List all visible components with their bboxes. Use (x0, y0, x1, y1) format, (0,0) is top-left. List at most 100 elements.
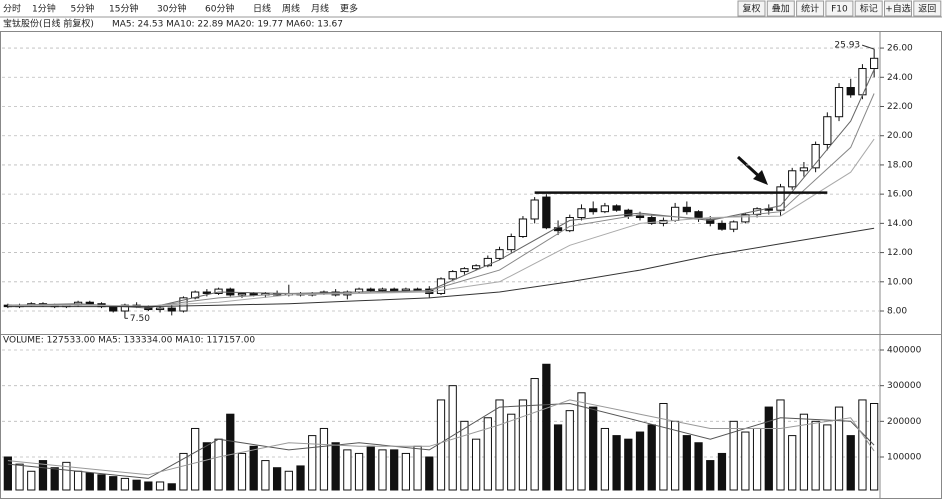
candle-body (811, 143, 820, 169)
toolbar-button[interactable] (766, 0, 795, 17)
period-tab[interactable]: 分时 (3, 3, 21, 15)
volume-bar (612, 435, 621, 491)
candle-body (834, 87, 844, 118)
period-tab[interactable]: 月线 (311, 3, 329, 15)
volume-bar (577, 392, 586, 491)
volume-bar (682, 435, 691, 491)
volume-bar (3, 456, 12, 491)
candle-body (542, 196, 551, 229)
candle-body (85, 301, 94, 305)
volume-bar (659, 402, 668, 491)
candle-body (741, 214, 750, 223)
volume-bar (50, 467, 59, 491)
y-tick-label: 18.00 (887, 160, 913, 170)
volume-bar (776, 399, 785, 491)
toolbar-button-label[interactable]: 返回 (918, 3, 936, 15)
y-tick-label: 24.00 (887, 73, 913, 83)
volume-bar (109, 476, 118, 491)
period-tab[interactable]: 15分钟 (109, 3, 138, 15)
volume-bar (27, 470, 36, 491)
candle-body (109, 306, 118, 312)
candle-body (823, 116, 832, 145)
volume-bar (132, 479, 141, 491)
volume-bar (343, 449, 352, 491)
volume-bar (249, 445, 258, 491)
y-tick-label: 20.00 (887, 131, 913, 141)
toolbar-button-label[interactable]: F10 (831, 5, 848, 15)
toolbar-button[interactable] (737, 0, 766, 17)
toolbar-button[interactable] (825, 0, 854, 17)
y-tick-label: 100000 (887, 453, 922, 463)
period-tab[interactable]: 5分钟 (71, 3, 95, 15)
volume-bar (85, 472, 94, 491)
chart-title: VOLUME: 127533.00 MA5: 133334.00 MA10: 1… (3, 336, 255, 346)
volume-bar (144, 481, 153, 491)
indicator-values: MA5: 24.53 MA10: 22.89 MA20: 19.77 MA60:… (112, 20, 343, 30)
candle-body (729, 221, 738, 230)
volume-bar (483, 417, 492, 491)
candle-body (413, 288, 422, 291)
toolbar-button-label[interactable]: 叠加 (772, 4, 790, 15)
annotation-leader (861, 44, 875, 50)
chart-title: 宝钛股份(日线 前复权) (3, 18, 94, 30)
period-tab[interactable]: 周线 (282, 3, 300, 15)
annotation-label: 25.93 (834, 41, 860, 51)
candle-body (401, 288, 411, 292)
volume-bar (589, 406, 598, 491)
y-tick-label: 300000 (887, 381, 922, 391)
candle-body (776, 186, 785, 211)
moving-average-line (7, 138, 875, 307)
toolbar-button-label[interactable]: 标记 (860, 3, 878, 15)
volume-bar (448, 385, 457, 491)
volume-bar (624, 438, 633, 491)
toolbar-button[interactable] (913, 0, 942, 17)
y-tick-label: 26.00 (887, 44, 913, 54)
volume-bar (401, 452, 411, 491)
volume-bar (788, 435, 797, 491)
candle-body (214, 288, 223, 294)
y-tick-label: 16.00 (887, 190, 913, 200)
volume-bar (272, 467, 282, 491)
period-tab[interactable]: 30分钟 (157, 3, 186, 15)
period-tab[interactable]: 更多 (340, 3, 358, 15)
volume-bar (284, 470, 293, 491)
period-tab[interactable]: 日线 (253, 3, 271, 15)
volume-bar (752, 427, 762, 491)
candle-body (682, 206, 691, 213)
volume-bar (811, 420, 820, 491)
volume-bar (600, 427, 610, 491)
volume-bar (214, 438, 223, 491)
candle-body (565, 217, 574, 232)
period-tab[interactable]: 60分钟 (205, 3, 234, 15)
period-tab[interactable]: 1分钟 (32, 3, 56, 15)
y-tick-label: 12.00 (887, 248, 913, 258)
candle-body (612, 205, 621, 211)
candle-body (471, 265, 481, 270)
candle-body (460, 268, 469, 273)
toolbar-button[interactable] (884, 0, 912, 17)
toolbar-button[interactable] (796, 0, 825, 17)
candle-body (624, 209, 633, 217)
candle-body (788, 170, 797, 188)
y-tick-label: 200000 (887, 417, 922, 427)
volume-bar (296, 465, 305, 491)
toolbar-button-label[interactable]: 统计 (801, 3, 819, 15)
toolbar-button-label[interactable]: 复权 (742, 3, 760, 15)
volume-bar (542, 363, 551, 491)
candle-body (717, 222, 727, 230)
volume-bar (507, 413, 516, 491)
volume-bar (799, 413, 809, 491)
volume-bar (179, 452, 188, 491)
arrow (736, 155, 768, 185)
volume-bar (530, 378, 539, 491)
volume-bar (635, 431, 645, 491)
candle-body (589, 208, 598, 213)
toolbar-button[interactable] (854, 0, 883, 17)
y-tick-label: 14.00 (887, 219, 913, 229)
candle-body (167, 307, 176, 312)
volume-bar (390, 449, 399, 491)
y-tick-label: 10.00 (887, 277, 913, 287)
toolbar-button-label[interactable]: +自选 (885, 3, 911, 15)
candle-body (495, 249, 504, 259)
